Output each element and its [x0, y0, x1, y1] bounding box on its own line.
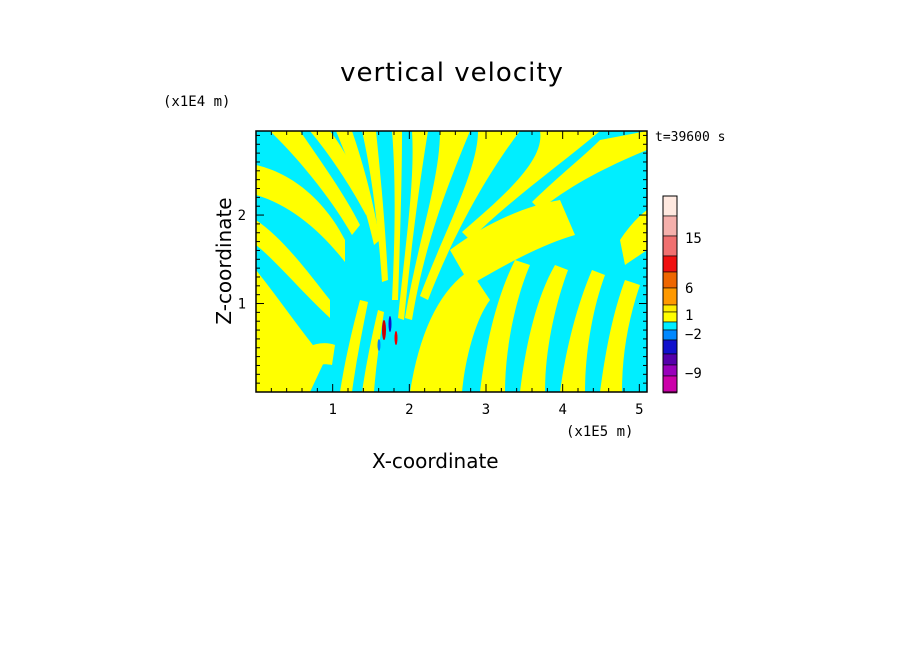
plot-frame	[255, 130, 648, 393]
colorbar-swatch	[662, 235, 678, 257]
x-tick-label: 2	[405, 402, 413, 418]
colorbar-label: −2	[685, 327, 702, 343]
colorbar-swatch	[662, 321, 678, 331]
chart-title: vertical velocity	[340, 58, 564, 88]
colorbar-frame	[662, 195, 678, 393]
x-scale-label: (x1E5 m)	[566, 424, 634, 440]
colorbar-label: 15	[685, 231, 702, 247]
x-tick-label: 5	[635, 402, 643, 418]
x-tick-label: 1	[328, 402, 336, 418]
colorbar-swatch	[662, 375, 678, 393]
colorbar-swatch	[662, 287, 678, 306]
time-label: t=39600 s	[655, 130, 726, 145]
colorbar-label: −9	[685, 366, 702, 382]
colorbar-swatch	[662, 364, 678, 377]
colorbar-swatch	[662, 353, 678, 366]
colorbar-swatch	[662, 271, 678, 289]
x-axis-label: X-coordinate	[372, 449, 499, 473]
colorbar-swatch	[662, 329, 678, 341]
contour-field	[256, 131, 647, 392]
colorbar-label: 6	[685, 281, 693, 297]
colorbar: 15 6 1 −2 −9	[662, 195, 702, 394]
colorbar-swatch	[662, 311, 678, 323]
colorbar-swatch	[662, 255, 678, 273]
colorbar-swatch	[662, 339, 678, 355]
x-ticks: 1 2 3 4 5	[270, 131, 644, 418]
colorbar-swatch	[662, 304, 678, 313]
y-scale-label: (x1E4 m)	[163, 94, 231, 110]
x-tick-label: 3	[482, 402, 490, 418]
y-tick-label: 2	[238, 208, 246, 224]
y-ticks: 12	[238, 134, 647, 384]
colorbar-swatch	[662, 195, 678, 217]
y-tick-label: 1	[238, 297, 246, 313]
colorbar-label: 1	[685, 308, 693, 324]
x-tick-label: 4	[558, 402, 566, 418]
colorbar-swatch	[662, 215, 678, 237]
